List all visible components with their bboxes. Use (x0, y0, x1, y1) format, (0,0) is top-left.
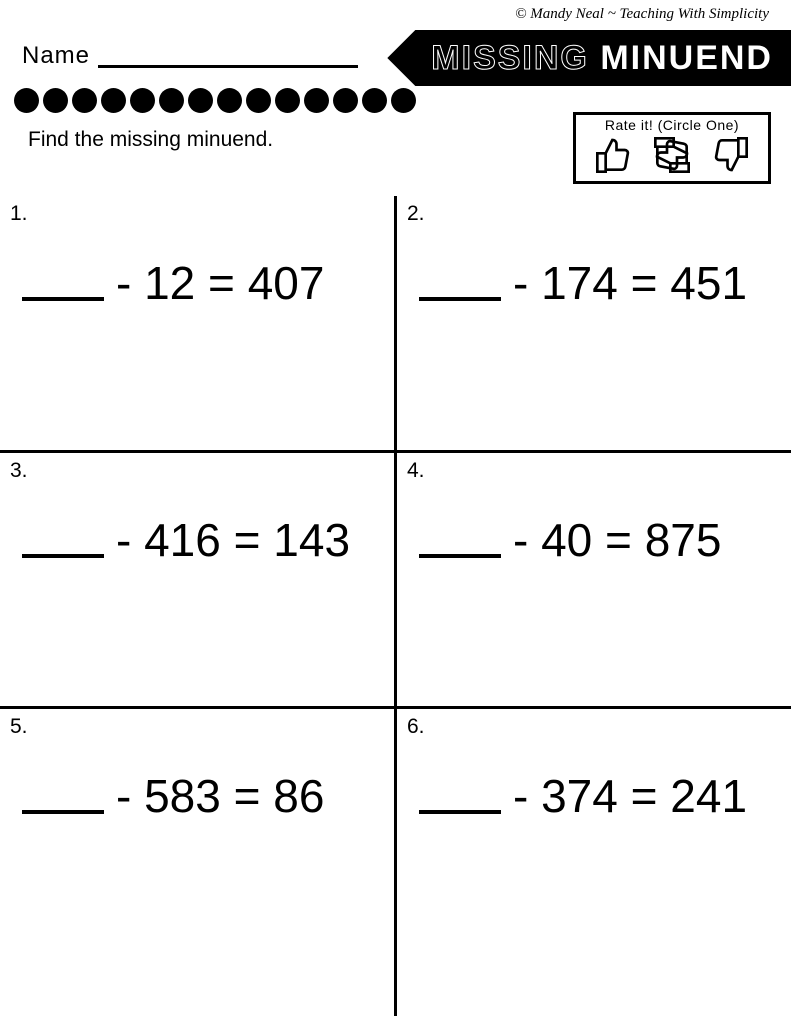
answer-blank[interactable] (419, 810, 501, 814)
equation: - 374 = 241 (419, 769, 747, 823)
problem-number: 5. (10, 715, 28, 739)
equation-text: - 174 = 451 (513, 256, 747, 310)
problem-number: 4. (407, 459, 425, 483)
title-word-missing: MISSING (431, 39, 589, 77)
dot (246, 88, 271, 113)
dot (333, 88, 358, 113)
thumbs-up-icon[interactable] (594, 135, 634, 175)
dot (159, 88, 184, 113)
thumbs-row (594, 135, 750, 175)
rate-it-box: Rate it! (Circle One) (573, 112, 771, 184)
dot (130, 88, 155, 113)
answer-blank[interactable] (22, 554, 104, 558)
problem-number: 6. (407, 715, 425, 739)
dot (101, 88, 126, 113)
equation: - 12 = 407 (22, 256, 324, 310)
grid-horizontal-line-2 (0, 706, 791, 709)
answer-blank[interactable] (419, 297, 501, 301)
decorative-dots (14, 88, 416, 113)
title-word-minuend: MINUEND (600, 39, 773, 77)
equation: - 583 = 86 (22, 769, 324, 823)
equation: - 174 = 451 (419, 256, 747, 310)
answer-blank[interactable] (419, 554, 501, 558)
answer-blank[interactable] (22, 297, 104, 301)
name-input-line[interactable] (98, 65, 358, 68)
grid-horizontal-line-1 (0, 450, 791, 453)
header: Name MISSING MINUEND (0, 30, 791, 90)
problem-number: 2. (407, 202, 425, 226)
equation: - 40 = 875 (419, 513, 721, 567)
equation-text: - 416 = 143 (116, 513, 350, 567)
dot (14, 88, 39, 113)
problem-number: 1. (10, 202, 28, 226)
rate-it-title: Rate it! (Circle One) (605, 117, 739, 133)
equation-text: - 40 = 875 (513, 513, 721, 567)
equation-text: - 583 = 86 (116, 769, 324, 823)
dot (72, 88, 97, 113)
dot (275, 88, 300, 113)
dot (391, 88, 416, 113)
equation: - 416 = 143 (22, 513, 350, 567)
copyright-text: © Mandy Neal ~ Teaching With Simplicity (515, 6, 769, 23)
dot (43, 88, 68, 113)
dot (188, 88, 213, 113)
equation-text: - 374 = 241 (513, 769, 747, 823)
problem-number: 3. (10, 459, 28, 483)
instruction-text: Find the missing minuend. (28, 128, 273, 152)
dot (217, 88, 242, 113)
title-banner: MISSING MINUEND (387, 30, 791, 86)
thumbs-side-icon[interactable] (652, 135, 692, 175)
thumbs-down-icon[interactable] (710, 135, 750, 175)
dot (362, 88, 387, 113)
name-label: Name (22, 42, 90, 70)
grid-vertical-line (394, 196, 397, 1016)
answer-blank[interactable] (22, 810, 104, 814)
dot (304, 88, 329, 113)
equation-text: - 12 = 407 (116, 256, 324, 310)
title-text: MISSING MINUEND (431, 39, 773, 78)
name-field-area: Name (22, 42, 358, 70)
